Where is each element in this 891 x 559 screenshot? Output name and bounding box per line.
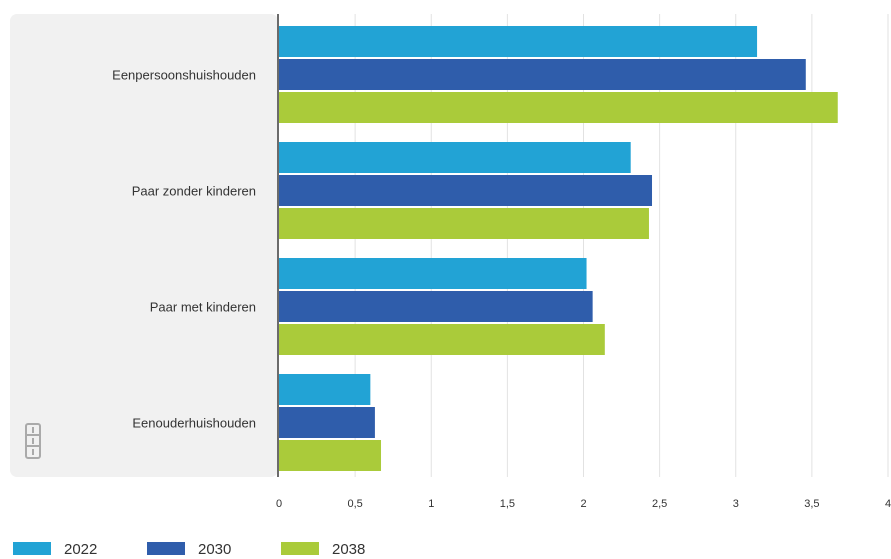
legend-swatch-2022 [13,542,51,555]
x-axis-ticks: 0 0,5 1 1,5 2 2,5 3 3,5 4 [276,498,891,510]
x-tick-label: 0,5 [347,498,362,510]
bar-2030-2 [279,291,593,322]
cbs-logo-icon [25,423,41,459]
legend-label-2022: 2022 [64,541,97,558]
bar-2022-1 [279,142,631,173]
category-label: Paar met kinderen [150,300,256,315]
bar-2030-3 [279,407,375,438]
x-tick-label: 1 [428,498,434,510]
x-tick-label: 3 [733,498,739,510]
bar-2022-2 [279,258,587,289]
bar-2022-0 [279,26,758,57]
bar-2038-3 [279,440,382,471]
bar-2038-1 [279,208,649,239]
legend: 2022 2030 2038 [13,541,365,558]
bars [279,26,838,471]
legend-swatch-2038 [281,542,319,555]
legend-swatch-2030 [147,542,185,555]
x-tick-label: 4 [885,498,891,510]
x-tick-label: 1,5 [500,498,515,510]
category-panel [10,14,278,477]
legend-label-2038: 2038 [332,541,365,558]
category-label: Paar zonder kinderen [132,184,256,199]
bar-2022-3 [279,374,371,405]
bar-2038-2 [279,324,605,355]
category-label: Eenouderhuishouden [132,416,256,431]
x-tick-label: 3,5 [804,498,819,510]
x-tick-label: 2 [580,498,586,510]
legend-label-2030: 2030 [198,541,231,558]
bar-2030-1 [279,175,653,206]
x-tick-label: 2,5 [652,498,667,510]
category-labels: Eenpersoonshuishouden Paar zonder kindere… [112,68,256,431]
category-label: Eenpersoonshuishouden [112,68,256,83]
gridlines [354,14,889,477]
bar-2038-0 [279,92,838,123]
x-tick-label: 0 [276,498,282,510]
bar-2030-0 [279,59,806,90]
